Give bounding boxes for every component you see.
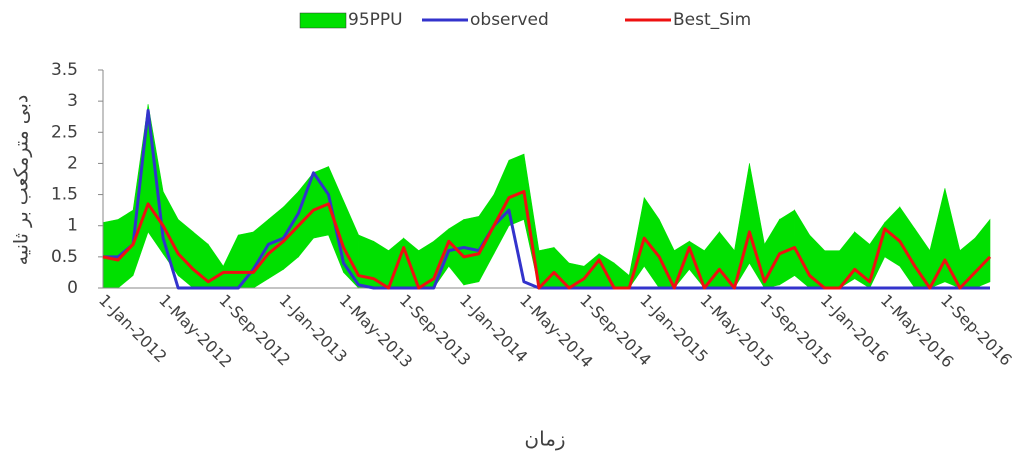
uncertainty-band <box>658 219 675 289</box>
y-tick-label: 2.5 <box>51 122 78 142</box>
y-tick-label: 3 <box>67 91 78 111</box>
uncertainty-band <box>283 190 299 270</box>
uncertainty-band <box>222 234 239 289</box>
uncertainty-band <box>974 218 991 289</box>
uncertainty-band <box>102 219 119 289</box>
uncertainty-band <box>358 234 374 289</box>
y-tick-label: 2 <box>67 153 78 173</box>
uncertainty-band <box>493 160 510 254</box>
uncertainty-band <box>298 171 314 258</box>
uncertainty-band <box>734 163 750 290</box>
legend-label: 95PPU <box>348 10 403 30</box>
legend-label: Best_Sim <box>673 10 751 30</box>
y-tick-label: 0.5 <box>51 247 78 267</box>
y-tick-label: 1.5 <box>51 185 78 205</box>
y-tick-label: 3.5 <box>51 60 78 80</box>
uncertainty-band <box>448 218 465 286</box>
uncertainty-band <box>613 262 630 289</box>
uncertainty-band <box>253 218 269 289</box>
y-tick-label: 0 <box>67 278 78 298</box>
x-axis-label: زمان <box>524 427 565 451</box>
legend-swatch <box>299 12 347 29</box>
legend-label: observed <box>470 10 549 30</box>
uncertainty-band <box>824 250 840 289</box>
y-axis-label: دبی مترمکعب بر ثانیه <box>11 95 33 266</box>
uncertainty-band <box>177 218 194 289</box>
y-tick-label: 1 <box>67 216 78 236</box>
series-line <box>102 189 992 290</box>
